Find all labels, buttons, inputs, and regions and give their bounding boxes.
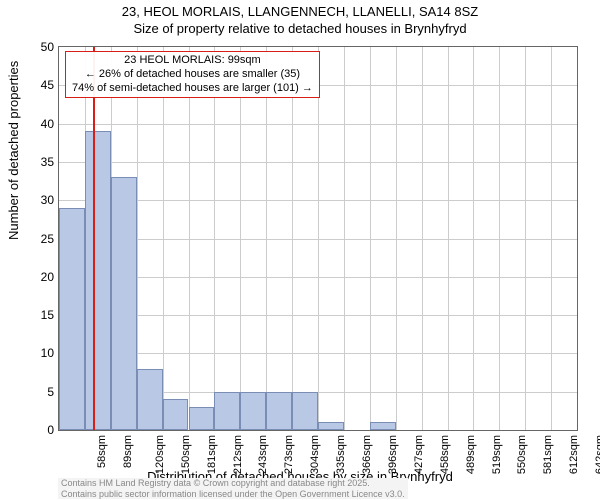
chart-title: 23, HEOL MORLAIS, LLANGENNECH, LLANELLI,… [0,4,600,38]
x-tick-label: 366sqm [361,435,373,474]
gridline-vertical [266,47,267,430]
histogram-bar [370,422,396,430]
gridline-vertical [189,47,190,430]
x-tick-label: 212sqm [232,435,244,474]
x-tick-label: 550sqm [517,435,529,474]
annotation-line-2: ← 26% of detached houses are smaller (35… [72,68,313,82]
x-tick-label: 519sqm [491,435,503,474]
x-tick-label: 489sqm [465,435,477,474]
y-tick-label: 45 [14,78,54,92]
x-tick-label: 243sqm [258,435,270,474]
gridline-vertical [344,47,345,430]
histogram-bar [111,177,137,430]
x-tick-label: 181sqm [206,435,218,474]
x-tick-label: 304sqm [309,435,321,474]
gridline-vertical [525,47,526,430]
gridline-vertical [240,47,241,430]
histogram-bar [240,392,266,430]
x-tick-label: 612sqm [568,435,580,474]
title-line-1: 23, HEOL MORLAIS, LLANGENNECH, LLANELLI,… [122,4,478,19]
y-tick-label: 50 [14,40,54,54]
x-tick-label: 273sqm [283,435,295,474]
histogram-bar [85,131,111,430]
histogram-bar [214,392,240,430]
x-tick-label: 89sqm [122,435,134,468]
gridline-vertical [370,47,371,430]
histogram-bar [59,208,85,430]
y-tick-label: 20 [14,270,54,284]
gridline-vertical [499,47,500,430]
y-tick-label: 25 [14,232,54,246]
y-tick-label: 5 [14,385,54,399]
histogram-bar [137,369,163,430]
footer-line-1: Contains HM Land Registry data © Crown c… [61,478,370,488]
footer-line-2: Contains public sector information licen… [61,489,405,499]
y-tick-label: 40 [14,117,54,131]
x-tick-label: 458sqm [439,435,451,474]
chart-container: { "title_line1": "23, HEOL MORLAIS, LLAN… [0,0,600,500]
y-tick-label: 30 [14,193,54,207]
annotation-line-3: 74% of semi-detached houses are larger (… [72,82,313,96]
x-tick-label: 396sqm [387,435,399,474]
gridline-vertical [396,47,397,430]
gridline-vertical [551,47,552,430]
annotation-line-1: 23 HEOL MORLAIS: 99sqm [72,54,313,68]
y-tick-label: 10 [14,346,54,360]
gridline-vertical [448,47,449,430]
footer-attribution: Contains HM Land Registry data © Crown c… [58,478,408,499]
gridline-vertical [163,47,164,430]
histogram-bar [292,392,318,430]
y-tick-label: 15 [14,308,54,322]
x-tick-label: 335sqm [335,435,347,474]
title-line-2: Size of property relative to detached ho… [133,21,466,36]
reference-line [93,47,95,430]
x-tick-label: 120sqm [154,435,166,474]
annotation-box: 23 HEOL MORLAIS: 99sqm← 26% of detached … [65,51,320,98]
x-tick-label: 427sqm [413,435,425,474]
y-tick-label: 35 [14,155,54,169]
x-tick-label: 58sqm [96,435,108,468]
gridline-vertical [214,47,215,430]
gridline-vertical [318,47,319,430]
gridline-vertical [292,47,293,430]
gridline-vertical [473,47,474,430]
plot-area: 23 HEOL MORLAIS: 99sqm← 26% of detached … [58,46,578,431]
histogram-bar [163,399,189,430]
histogram-bar [318,422,344,430]
histogram-bar [189,407,215,430]
y-tick-label: 0 [14,423,54,437]
gridline-vertical [422,47,423,430]
x-tick-label: 581sqm [542,435,554,474]
x-tick-label: 150sqm [180,435,192,474]
histogram-bar [266,392,292,430]
x-tick-label: 642sqm [594,435,600,474]
